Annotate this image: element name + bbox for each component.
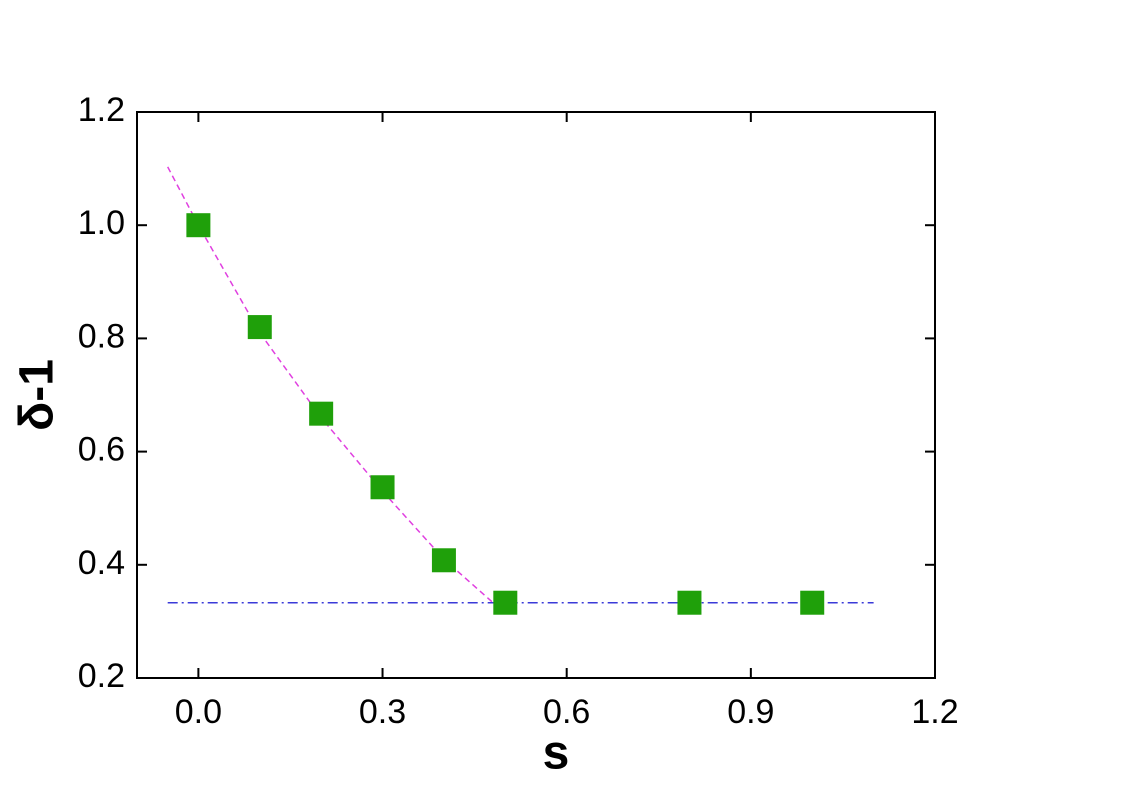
y-tick-label: 0.8 [78, 317, 125, 355]
y-tick-label: 0.4 [78, 544, 125, 582]
fit-line [167, 166, 494, 604]
data-point [309, 401, 334, 426]
y-tick-label: 0.2 [78, 657, 125, 695]
x-tick-label: 0.0 [175, 693, 222, 731]
data-point [431, 548, 456, 573]
x-axis-title: s [543, 727, 570, 780]
data-point [800, 590, 825, 615]
plot-frame [136, 111, 936, 679]
y-tick-label: 0.6 [78, 431, 125, 469]
y-axis-title: δ-1 [11, 359, 64, 431]
x-tick-label: 0.6 [543, 693, 590, 731]
data-point [370, 475, 395, 500]
x-tick-label: 0.3 [359, 693, 406, 731]
y-tick-label: 1.0 [78, 204, 125, 242]
data-point [493, 590, 518, 615]
y-tick-label: 1.2 [78, 91, 125, 129]
x-tick-label: 1.2 [911, 693, 958, 731]
x-tick-label: 0.9 [727, 693, 774, 731]
data-point [677, 590, 702, 615]
data-point [247, 315, 272, 340]
data-point [186, 213, 211, 238]
